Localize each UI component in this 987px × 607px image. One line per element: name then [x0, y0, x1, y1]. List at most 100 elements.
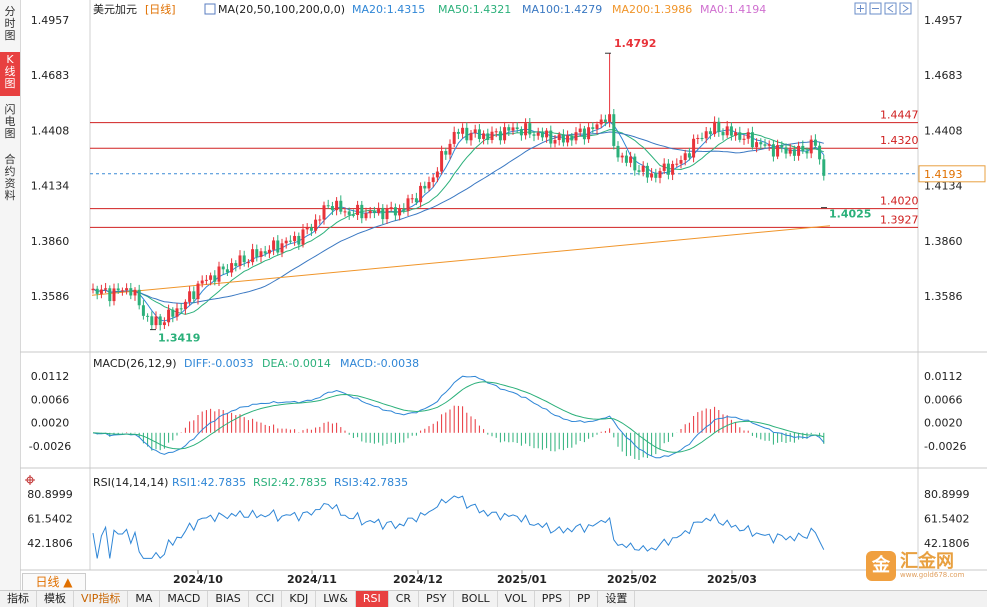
- candle-body: [284, 240, 288, 244]
- toolbar-icons: [854, 2, 912, 15]
- bottom-tab-16[interactable]: 设置: [598, 591, 636, 607]
- candle-body: [372, 210, 376, 214]
- candle-body: [477, 129, 481, 139]
- candle-body: [717, 121, 721, 132]
- candle-body: [104, 288, 108, 290]
- macd-tick-left: 0.0112: [31, 370, 70, 383]
- kline-chart[interactable]: 美元加元 [日线] MA(20,50,100,200,0,0) MA20:1.4…: [0, 0, 987, 590]
- bottom-tab-13[interactable]: VOL: [498, 591, 535, 607]
- candle-body: [255, 249, 259, 257]
- candle-body: [763, 144, 767, 146]
- candle-body: [545, 130, 549, 138]
- candle-body: [805, 151, 809, 154]
- bottom-tab-2[interactable]: VIP指标: [74, 591, 129, 607]
- x-tick-label: 2025/03: [707, 573, 757, 586]
- bottom-tab-5[interactable]: BIAS: [208, 591, 249, 607]
- rsi-tick-right: 61.5402: [924, 513, 970, 526]
- macd-dea: DEA:-0.0014: [262, 357, 331, 370]
- candle-body: [343, 211, 347, 213]
- bottom-tab-3[interactable]: MA: [128, 591, 161, 607]
- bottom-tab-7[interactable]: KDJ: [282, 591, 317, 607]
- sidebar-tab-timeshare[interactable]: 分时图: [4, 5, 16, 42]
- candle-body: [263, 251, 267, 254]
- candle-body: [536, 132, 540, 136]
- candle-body: [322, 205, 326, 220]
- zoom-out-icon[interactable]: [869, 2, 882, 15]
- candle-body: [91, 288, 95, 291]
- rsi-tick-left: 42.1806: [27, 537, 73, 550]
- candle-body: [419, 185, 423, 203]
- macd-tick-left: 0.0020: [31, 417, 70, 430]
- bottom-tab-8[interactable]: LW&: [316, 591, 356, 607]
- macd-tick-right: -0.0026: [924, 440, 966, 453]
- bottom-tab-10[interactable]: CR: [389, 591, 420, 607]
- candle-body: [183, 301, 187, 310]
- macd-tick-right: 0.0020: [924, 417, 963, 430]
- candle-body: [351, 214, 355, 216]
- bottom-tab-1[interactable]: 模板: [37, 591, 74, 607]
- bottom-tab-6[interactable]: CCI: [249, 591, 283, 607]
- zoom-in-icon[interactable]: [854, 2, 867, 15]
- candle-body: [503, 127, 507, 141]
- candle-body: [603, 119, 607, 122]
- bottom-tab-0[interactable]: 指标: [0, 591, 37, 607]
- price-tick-left: 1.3860: [31, 235, 70, 248]
- watermark-text: 汇金网: [900, 551, 954, 572]
- candle-body: [721, 131, 725, 136]
- candle-body: [792, 149, 796, 156]
- ma-settings-icon[interactable]: [204, 3, 216, 15]
- candle-body: [402, 208, 406, 211]
- candle-body: [196, 283, 200, 300]
- ma100-line: [92, 131, 824, 304]
- candle-body: [171, 309, 175, 317]
- sidebar-tab-contract[interactable]: 合约资料: [4, 153, 16, 202]
- move-right-icon[interactable]: [899, 2, 912, 15]
- sidebar-tab-flash[interactable]: 闪电图: [4, 103, 16, 140]
- candles: [91, 53, 826, 331]
- bottom-tab-15[interactable]: PP: [570, 591, 599, 607]
- candle-body: [162, 322, 166, 326]
- candle-body: [230, 263, 234, 273]
- macd-tick-left: -0.0026: [29, 440, 71, 453]
- macd-dea-line: [92, 381, 824, 453]
- bottom-tab-4[interactable]: MACD: [160, 591, 209, 607]
- period-select[interactable]: 日线 ▲: [22, 573, 86, 591]
- candle-body: [742, 138, 746, 140]
- candle-body: [309, 227, 313, 231]
- candle-body: [423, 185, 427, 189]
- candle-body: [204, 279, 208, 281]
- move-left-icon[interactable]: [884, 2, 897, 15]
- candle-body: [633, 156, 637, 171]
- bottom-tab-11[interactable]: PSY: [419, 591, 455, 607]
- candle-body: [125, 288, 129, 291]
- candle-body: [650, 173, 654, 178]
- candle-body: [297, 235, 301, 245]
- candle-body: [599, 119, 603, 125]
- candle-body: [578, 128, 582, 133]
- price-tick-right: 1.4957: [924, 14, 963, 27]
- rsi-settings-icon[interactable]: [25, 475, 35, 485]
- candle-body: [221, 266, 225, 270]
- candle-body: [797, 145, 801, 156]
- candle-body: [570, 135, 574, 141]
- candle-body: [759, 142, 763, 145]
- level-label: 1.4320: [880, 134, 919, 147]
- candle-body: [776, 145, 780, 157]
- candle-body: [213, 275, 217, 282]
- current-price-box: [918, 165, 986, 183]
- candle-body: [410, 198, 414, 200]
- bottom-tab-9[interactable]: RSI: [355, 591, 389, 607]
- bottom-tab-12[interactable]: BOLL: [454, 591, 498, 607]
- rsi-label: RSI(14,14,14): [93, 476, 168, 489]
- rsi-line: [92, 495, 825, 559]
- candle-body: [641, 165, 645, 172]
- candle-body: [141, 305, 145, 316]
- candle-body: [587, 127, 591, 140]
- low-label: 1.3419: [158, 332, 200, 345]
- ma20-line: [92, 121, 825, 322]
- candle-body: [293, 235, 297, 242]
- sidebar-tab-kline[interactable]: K线图: [0, 52, 20, 96]
- bottom-tab-14[interactable]: PPS: [535, 591, 571, 607]
- candle-body: [440, 151, 444, 172]
- candle-body: [461, 127, 465, 134]
